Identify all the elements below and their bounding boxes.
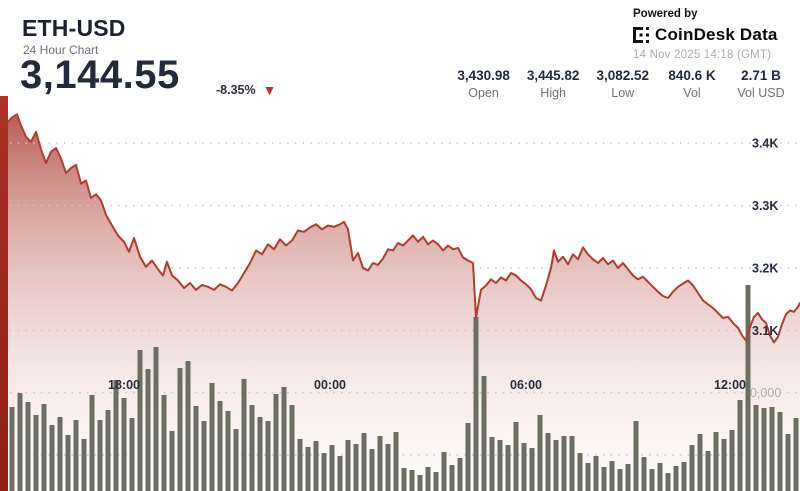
powered-by-block: Powered by CoinDesk Data 14 Nov 2025 14:… (633, 8, 778, 61)
change-percent: -8.35% (216, 83, 256, 97)
ohlc-stats-row: 3,430.98 Open 3,445.82 High 3,082.52 Low… (457, 68, 787, 100)
axis-labels: 18:00 00:00 06:00 12:00 3.4K 3.3K 3.2K 3.1K 0,00… (108, 137, 781, 401)
coindesk-brand-text: CoinDesk Data (655, 25, 778, 44)
price-change: -8.35% ▼ (216, 83, 276, 97)
svg-text:3.4K: 3.4K (752, 137, 778, 151)
stat-low-label: Low (611, 86, 635, 100)
stat-vol-usd-value: 2.71 B (741, 68, 781, 83)
stat-vol-label: Vol (683, 86, 701, 100)
coindesk-brand-link[interactable]: CoinDesk Data (633, 25, 778, 45)
powered-by-label: Powered by (633, 8, 698, 20)
stat-open-value: 3,430.98 (457, 68, 510, 83)
svg-text:0,000: 0,000 (750, 386, 781, 400)
stat-vol-usd: 2.71 B Vol USD (735, 68, 787, 100)
stat-high-value: 3,445.82 (526, 68, 580, 83)
chart-timestamp: 14 Nov 2025 14:18 (GMT) (633, 49, 772, 61)
volume-bars (9, 285, 799, 491)
svg-text:06:00: 06:00 (510, 378, 542, 392)
pair-title: ETH-USD (22, 15, 126, 41)
down-triangle-icon: ▼ (262, 82, 277, 98)
chart-subtitle: 24 Hour Chart (23, 43, 99, 57)
svg-text:18:00: 18:00 (108, 378, 140, 392)
stat-high-label: High (540, 86, 567, 100)
coindesk-logo-icon (633, 26, 649, 43)
current-price: 3,144.55 (20, 53, 180, 97)
stat-vol: 840.6 K Vol (666, 68, 718, 100)
svg-text:12:00: 12:00 (714, 378, 746, 392)
left-red-strip (0, 96, 8, 491)
stat-vol-value: 840.6 K (668, 68, 716, 83)
svg-text:3.1K: 3.1K (752, 324, 778, 338)
stat-high: 3,445.82 High (527, 68, 580, 100)
price-area-fill (8, 114, 800, 491)
stat-low-value: 3,082.52 (596, 68, 649, 83)
stat-open-label: Open (468, 86, 499, 100)
price-line (7, 113, 800, 344)
svg-text:3.3K: 3.3K (752, 199, 778, 213)
stat-low: 3,082.52 Low (596, 68, 649, 100)
stat-open: 3,430.98 Open (457, 68, 510, 100)
svg-text:3.2K: 3.2K (752, 262, 778, 276)
stat-vol-usd-label: Vol USD (737, 86, 785, 100)
svg-text:00:00: 00:00 (314, 378, 346, 392)
